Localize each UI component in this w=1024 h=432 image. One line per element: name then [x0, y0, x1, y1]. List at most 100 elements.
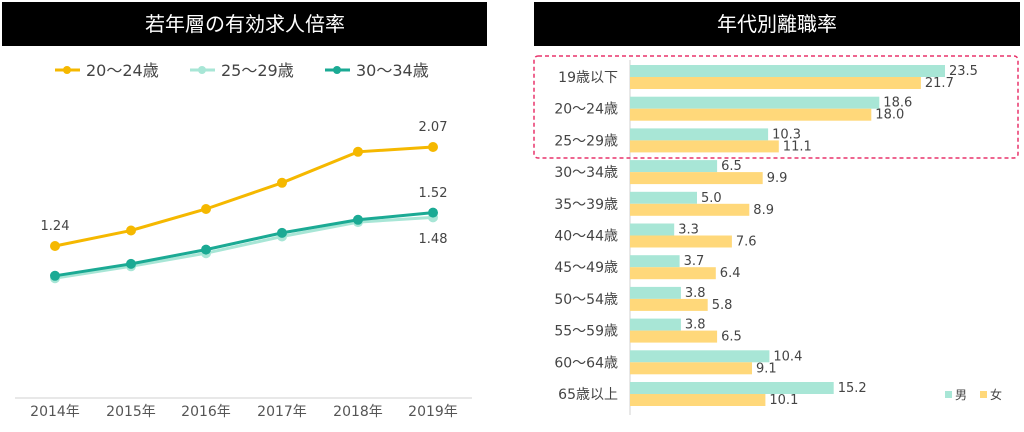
value-label-male-10: 15.2 [838, 381, 867, 396]
point-s2-3 [277, 227, 287, 238]
category-label-5: 40～44歳 [554, 229, 618, 245]
x-tick-5: 2019年 [408, 404, 458, 420]
line-legend: 20～24歳 25～29歳 30～34歳 [55, 61, 429, 80]
x-tick-2: 2016年 [181, 404, 231, 420]
point-s0-4 [353, 146, 363, 157]
line-chart-title: 若年層の有効求人倍率 [145, 12, 345, 36]
value-label-female-6: 6.4 [720, 266, 741, 281]
value-label-female-0: 21.7 [925, 76, 954, 91]
legend-swatch-male [945, 391, 952, 398]
bar-chart: 年代別離職率 19歳以下 23.521.7 20～24歳 18.618.0 25～29歳… [533, 2, 1020, 415]
value-label-female-3: 9.9 [767, 171, 788, 186]
series-line-1 [54, 215, 434, 280]
x-tick-4: 2018年 [333, 404, 383, 420]
point-s0-2 [201, 204, 211, 214]
category-label-8: 55～59歳 [554, 324, 618, 340]
point-s2-4 [353, 214, 363, 225]
line-chart-title-bar [2, 2, 487, 46]
category-label-9: 60～64歳 [554, 355, 618, 371]
category-label-7: 50～54歳 [554, 292, 618, 308]
value-label-male-6: 3.7 [684, 254, 705, 269]
x-tick-1: 2015年 [106, 404, 156, 420]
legend-label-male: 男 [955, 388, 967, 402]
bar-female-7 [630, 298, 708, 311]
bar-female-2 [630, 140, 779, 153]
bar-male-6 [630, 255, 680, 268]
category-label-10: 65歳以上 [558, 387, 618, 403]
series-line-2 [54, 211, 434, 278]
category-label-3: 30～34歳 [554, 165, 618, 181]
value-label-female-4: 8.9 [753, 203, 774, 218]
bar-female-6 [630, 267, 716, 280]
bar-female-5 [630, 235, 732, 248]
point-s2-5 [428, 207, 438, 218]
point-s0-3 [277, 177, 287, 188]
point-s0-5 [428, 142, 438, 152]
bar-male-8 [630, 318, 681, 331]
bar-male-2 [630, 128, 769, 141]
category-label-0: 19歳以下 [558, 70, 618, 86]
bar-male-10 [630, 382, 834, 394]
line-chart: 若年層の有効求人倍率 20～24歳 25～29歳 30～34歳 2014年 201… [2, 2, 487, 420]
bar-male-4 [630, 191, 697, 204]
bar-male-7 [630, 286, 681, 299]
highlight-box [533, 55, 1019, 159]
value-label-female-2: 11.1 [783, 139, 812, 154]
label-20-24-2019: 2.07 [419, 120, 448, 135]
value-label-female-8: 6.5 [721, 330, 742, 345]
series-line-0 [54, 145, 434, 248]
bar-male-9 [630, 350, 770, 363]
bar-male-0 [630, 65, 945, 77]
value-label-male-5: 3.3 [678, 223, 699, 238]
legend-label-25-29: 25～29歳 [221, 61, 294, 80]
point-s2-2 [201, 244, 211, 255]
point-s2-0 [50, 270, 60, 281]
label-30-34-2019: 1.52 [419, 186, 448, 201]
category-label-2: 25～29歳 [554, 133, 618, 149]
line-marks [50, 142, 438, 284]
value-label-male-1: 18.6 [883, 96, 912, 111]
x-tick-labels: 2014年 2015年 2016年 2017年 2018年 2019年 [30, 404, 458, 420]
bar-chart-title-bar [534, 2, 1020, 46]
value-label-male-7: 3.8 [685, 286, 706, 301]
category-label-4: 35～39歳 [554, 197, 618, 213]
point-s0-0 [50, 241, 60, 251]
value-label-female-9: 9.1 [756, 361, 777, 376]
value-label-male-2: 10.3 [772, 127, 801, 142]
value-label-female-10: 10.1 [769, 393, 798, 408]
value-label-female-7: 5.8 [712, 298, 733, 313]
bar-male-5 [630, 223, 675, 236]
bar-male-1 [630, 96, 880, 109]
bar-female-10 [630, 394, 766, 406]
bar-female-8 [630, 330, 718, 343]
bar-legend: 男 女 [945, 387, 1002, 402]
point-s2-1 [126, 258, 136, 269]
legend-swatch-female [980, 391, 987, 398]
legend-label-30-34: 30～34歳 [356, 61, 429, 80]
value-label-male-9: 10.4 [773, 349, 802, 364]
legend-dot-30-34 [333, 66, 341, 74]
bar-marks: 19歳以下 23.521.7 20～24歳 18.618.0 25～29歳 10.311.… [554, 64, 978, 408]
bar-female-1 [630, 108, 872, 121]
value-label-male-8: 3.8 [685, 318, 706, 333]
category-label-1: 20～24歳 [554, 102, 618, 118]
label-20-24-2014: 1.24 [41, 219, 70, 234]
legend-label-female: 女 [990, 387, 1002, 402]
x-tick-0: 2014年 [30, 404, 80, 420]
bar-chart-title: 年代別離職率 [717, 12, 837, 36]
category-label-6: 45～49歳 [554, 260, 618, 276]
value-label-male-4: 5.0 [701, 191, 722, 206]
value-label-female-5: 7.6 [736, 235, 757, 250]
bar-female-4 [630, 203, 750, 216]
point-s0-1 [126, 225, 136, 236]
legend-label-20-24: 20～24歳 [86, 61, 159, 80]
legend-dot-25-29 [198, 66, 206, 74]
label-25-29-2019: 1.48 [419, 232, 448, 247]
value-label-male-3: 6.5 [721, 159, 742, 174]
bar-male-3 [630, 160, 718, 173]
value-label-male-0: 23.5 [949, 64, 978, 79]
value-label-female-1: 18.0 [875, 108, 904, 123]
x-tick-3: 2017年 [257, 404, 307, 420]
bar-female-0 [630, 77, 921, 89]
